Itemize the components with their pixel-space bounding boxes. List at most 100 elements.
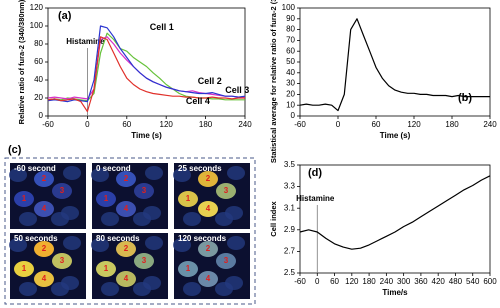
cell-number: 2 [124, 244, 129, 253]
cell-body [134, 183, 154, 199]
cell-body [52, 253, 72, 269]
x-tick-label: -60 [294, 277, 306, 286]
panel-frame [4, 157, 256, 305]
y-tick-label: 90 [286, 14, 295, 23]
y-tick-label: 60 [34, 57, 43, 66]
y-tick-label: 50 [286, 57, 295, 66]
y-tick-label: 70 [286, 36, 295, 45]
cell-number: 3 [224, 186, 229, 195]
cell-body [198, 171, 218, 187]
panel-label: (a) [58, 10, 72, 22]
data-line [47, 25, 246, 103]
frame-time: 25 seconds [178, 164, 222, 173]
x-tick-label: 0 [85, 120, 90, 129]
y-tick-label: 3.5 [284, 160, 296, 169]
y-tick-label: 80 [286, 25, 295, 34]
cell-body [116, 271, 136, 287]
data-line [299, 18, 490, 112]
x-axis-label: Time (s) [131, 131, 162, 140]
y-tick-label: 100 [30, 21, 44, 30]
cell-body [101, 282, 119, 296]
cell-number: 1 [22, 264, 27, 273]
micrograph: 0 second 1 2 3 4 [91, 163, 168, 229]
cell-body [101, 212, 119, 226]
cell-body [216, 253, 236, 269]
cell-number: 2 [42, 244, 47, 253]
frame-time: 120 seconds [178, 234, 227, 243]
cell-body [63, 236, 81, 250]
cell-body [91, 238, 109, 252]
x-tick-label: 60 [330, 277, 339, 286]
y-tick-label: 3.1 [284, 203, 296, 212]
x-tick-label: 540 [466, 277, 480, 286]
cell-body [116, 201, 136, 217]
series-label: Cell 3 [225, 85, 249, 95]
x-tick-label: 0 [315, 277, 320, 286]
cell-body [227, 166, 245, 180]
cell-body [216, 183, 236, 199]
x-tick-label: 180 [362, 277, 376, 286]
cell-body [63, 166, 81, 180]
cell-number: 4 [42, 204, 47, 213]
x-axis-label: Time (s) [380, 131, 411, 140]
data-line [47, 36, 245, 100]
panel-label: (c) [8, 144, 22, 156]
cell-number: 2 [206, 174, 211, 183]
panel-label: (d) [308, 167, 322, 179]
cell-body [51, 282, 69, 296]
cell-number: 3 [142, 256, 147, 265]
cell-body [51, 212, 69, 226]
cell-body [173, 238, 191, 252]
y-tick-label: 0 [39, 111, 44, 120]
annotation-text: Histamine [66, 37, 105, 46]
data-line [299, 175, 491, 250]
micrograph: 80 seconds 1 2 3 4 [91, 233, 168, 299]
frame-time: 50 seconds [14, 234, 58, 243]
cell-body [19, 282, 37, 296]
cell-body [9, 238, 27, 252]
cell-number: 4 [42, 274, 47, 283]
micrograph: 120 seconds 1 2 3 4 [173, 233, 250, 299]
cell-body [133, 282, 151, 296]
y-tick-label: 0 [291, 111, 296, 120]
cell-body [145, 166, 163, 180]
cell-body [178, 191, 198, 207]
cell-body [14, 261, 34, 277]
cell-number: 1 [186, 194, 191, 203]
y-tick-label: 20 [34, 93, 43, 102]
y-tick-label: 10 [286, 100, 295, 109]
cell-body [227, 236, 245, 250]
cell-body [133, 212, 151, 226]
cell-number: 3 [60, 186, 65, 195]
cell-body [198, 201, 218, 217]
micrograph: 50 seconds 1 2 3 4 [9, 233, 86, 299]
cell-number: 3 [224, 256, 229, 265]
x-tick-label: 240 [238, 120, 252, 129]
x-tick-label: 60 [122, 120, 131, 129]
x-tick-label: 480 [449, 277, 463, 286]
x-tick-label: 420 [432, 277, 446, 286]
data-line [47, 36, 245, 113]
cell-body [215, 282, 233, 296]
cell-body [34, 241, 54, 257]
x-tick-label: 0 [336, 120, 341, 129]
y-tick-label: 2.7 [284, 247, 296, 256]
cell-body [34, 271, 54, 287]
cell-body [34, 201, 54, 217]
y-tick-label: 40 [34, 75, 43, 84]
annotation-text: Histamine [296, 194, 335, 203]
cell-number: 3 [142, 186, 147, 195]
x-tick-label: 120 [407, 120, 421, 129]
y-tick-label: 40 [286, 68, 295, 77]
cell-body [52, 183, 72, 199]
cell-body [183, 282, 201, 296]
cell-body [183, 212, 201, 226]
cell-number: 2 [206, 244, 211, 253]
x-tick-label: 120 [160, 120, 174, 129]
x-axis-label: Time/s [382, 288, 408, 297]
y-tick-label: 2.5 [284, 268, 296, 277]
x-tick-label: 180 [199, 120, 213, 129]
cell-body [198, 241, 218, 257]
micrograph: -60 second 1 2 3 4 [9, 163, 86, 229]
